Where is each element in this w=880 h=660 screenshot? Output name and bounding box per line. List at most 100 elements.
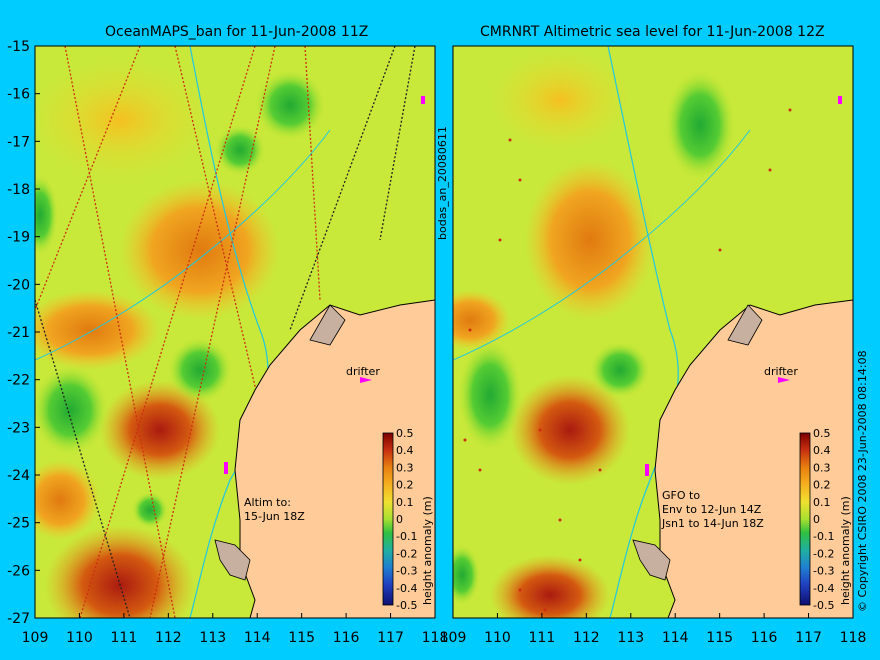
y-tick-label: -22 xyxy=(7,373,30,389)
right-bathymetry-contour xyxy=(453,129,751,361)
y-tick-label: -25 xyxy=(7,516,30,532)
copyright-label: © Copyright CSIRO 2008 23-Jun-2008 08:14… xyxy=(856,350,869,612)
right-bathymetry-contour xyxy=(607,46,679,618)
x-tick-label: 118 xyxy=(840,630,867,646)
colorbar-tick-label: 0.3 xyxy=(813,461,831,474)
drifter-markers xyxy=(224,96,842,476)
colorbar-tick-label: -0.3 xyxy=(396,565,417,578)
run-id-label: bodas_an_20080611 xyxy=(436,126,449,240)
altim-label-line2: 15-Jun 18Z xyxy=(244,510,305,523)
right-orange-anomaly xyxy=(490,50,630,150)
drifter-arrow-icon xyxy=(778,377,790,383)
colorbar-tick-label: 0.3 xyxy=(396,461,414,474)
colorbar-tick-label: 0.5 xyxy=(396,427,414,440)
y-axis-ticks: -15 -16 -17 -18 -19 -20 -21 -22 -23 -24 -25 -26 -27 xyxy=(7,39,40,627)
right-colorbar-label: height anomaly (m) xyxy=(839,496,852,605)
right-red-anomaly xyxy=(490,555,610,618)
y-tick-label: -18 xyxy=(7,182,30,198)
drifter-arrow-icon xyxy=(360,377,372,383)
colorbar-tick-label: 0.5 xyxy=(813,427,831,440)
left-map-panel xyxy=(35,46,435,618)
y-tick-label: -21 xyxy=(7,325,30,341)
colorbar-tick-label: 0 xyxy=(396,513,403,526)
left-drifter-label: drifter xyxy=(346,365,380,378)
left-orange-anomaly xyxy=(35,290,160,370)
x-tick-label: 114 xyxy=(244,630,271,646)
x-tick-label: 116 xyxy=(751,630,778,646)
left-colorbar xyxy=(382,432,394,606)
right-panel-title: CMRNRT Altimetric sea level for 11-Jun-2… xyxy=(480,24,825,40)
left-bathymetry-contour xyxy=(35,129,331,361)
x-tick-label: 113 xyxy=(617,630,644,646)
right-shelf xyxy=(727,304,763,346)
left-green-eddy xyxy=(168,338,232,402)
left-orange-anomaly xyxy=(120,180,280,320)
drifter-marker xyxy=(645,464,649,476)
x-tick-label: 110 xyxy=(484,630,511,646)
right-red-anomaly xyxy=(510,375,630,485)
left-shelf-island xyxy=(214,539,251,581)
x-tick-label: 114 xyxy=(662,630,689,646)
left-panel-title: OceanMAPS_ban for 11-Jun-2008 11Z xyxy=(105,24,369,40)
left-red-anomaly xyxy=(100,380,220,480)
drifter-marker xyxy=(224,462,228,474)
x-tick-label: 115 xyxy=(706,630,733,646)
left-colorbar-label: height anomaly (m) xyxy=(421,496,434,605)
colorbar-tick-label: -0.4 xyxy=(813,582,834,595)
right-green-eddy xyxy=(453,545,480,605)
y-tick-label: -26 xyxy=(7,563,30,579)
right-x-axis-ticks: 109 110 111 112 113 114 115 116 117 118 xyxy=(440,613,867,646)
y-tick-label: -16 xyxy=(7,87,30,103)
x-tick-label: 110 xyxy=(66,630,93,646)
right-map-panel xyxy=(453,46,853,618)
right-green-eddy xyxy=(665,70,735,180)
colorbar-tick-label: -0.2 xyxy=(396,547,417,560)
colorbar-tick-label: 0.1 xyxy=(396,496,414,509)
left-orange-anomaly xyxy=(35,460,100,540)
y-tick-label: -24 xyxy=(7,468,30,484)
right-frame xyxy=(452,45,854,619)
x-tick-label: 115 xyxy=(288,630,315,646)
y-tick-label: -17 xyxy=(7,134,30,150)
drifter-marker xyxy=(421,96,425,104)
gfo-label-line2: Env to 12-Jun 14Z xyxy=(662,503,762,516)
left-green-eddy xyxy=(255,70,325,140)
colorbar-tick-label: 0.4 xyxy=(396,444,414,457)
right-colorbar-ticks: 0.5 0.4 0.3 0.2 0.1 0 -0.1 -0.2 -0.3 -0.4 -0.5 xyxy=(813,427,834,612)
x-tick-label: 117 xyxy=(377,630,404,646)
left-colorbar-ticks: 0.5 0.4 0.3 0.2 0.1 0 -0.1 -0.2 -0.3 -0.4 -0.5 xyxy=(396,427,417,612)
colorbar-tick-label: -0.3 xyxy=(813,565,834,578)
right-green-eddy xyxy=(458,340,522,450)
colorbar-tick-label: 0.1 xyxy=(813,496,831,509)
colorbar-tick-label: 0.4 xyxy=(813,444,831,457)
colorbar-tick-label: 0.2 xyxy=(813,479,831,492)
left-shelf xyxy=(309,304,346,346)
colorbar-tick-label: 0 xyxy=(813,513,820,526)
x-tick-label: 109 xyxy=(22,630,49,646)
y-tick-label: -19 xyxy=(7,230,30,246)
colorbar-tick-label: -0.1 xyxy=(813,530,834,543)
left-green-eddy xyxy=(215,125,265,175)
colorbar-tick-label: -0.5 xyxy=(813,599,834,612)
right-orange-anomaly xyxy=(525,160,655,320)
x-tick-label: 111 xyxy=(111,630,138,646)
y-tick-label: -23 xyxy=(7,420,30,436)
left-x-axis-ticks: 109 110 111 112 113 114 115 116 117 118 xyxy=(22,613,449,646)
x-tick-label: 113 xyxy=(199,630,226,646)
gfo-label-line1: GFO to xyxy=(662,489,700,502)
right-drifter-label: drifter xyxy=(764,365,798,378)
left-red-anomaly xyxy=(45,525,195,618)
colorbar-tick-label: -0.5 xyxy=(396,599,417,612)
y-tick-label: -20 xyxy=(7,277,30,293)
colorbar-tick-label: -0.4 xyxy=(396,582,417,595)
left-yellow-anomaly xyxy=(35,60,210,180)
altim-label-line1: Altim to: xyxy=(244,496,291,509)
left-green-eddy xyxy=(132,492,168,528)
left-green-eddy xyxy=(35,175,58,255)
x-tick-label: 118 xyxy=(422,630,449,646)
left-green-eddy xyxy=(35,365,108,455)
x-tick-label: 111 xyxy=(529,630,556,646)
x-tick-label: 116 xyxy=(333,630,360,646)
x-tick-label: 112 xyxy=(573,630,600,646)
